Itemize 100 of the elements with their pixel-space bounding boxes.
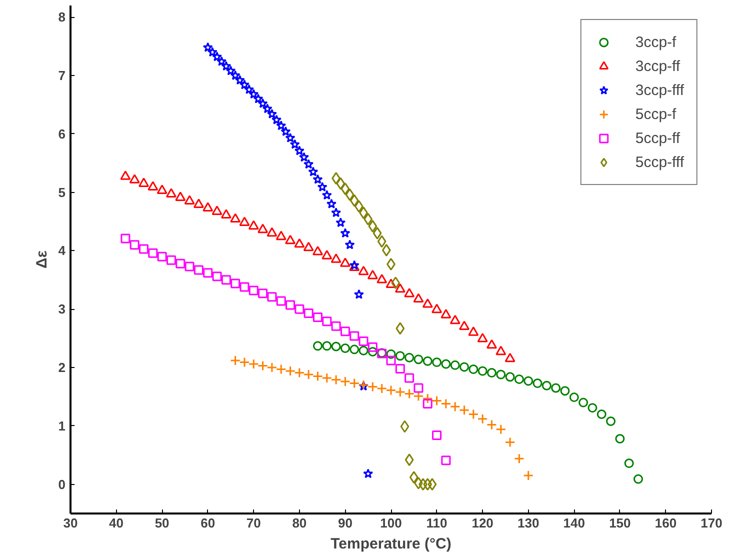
point [322,341,332,351]
point [386,385,396,396]
y-tick-label: 3 [58,302,66,317]
point [248,220,259,230]
x-tick-label: 90 [338,516,352,530]
point [303,369,314,380]
x-tick-label: 100 [380,516,402,530]
point [184,262,194,272]
point [139,244,149,254]
point [308,166,318,176]
point [542,380,552,390]
point [404,352,414,362]
point [294,146,304,156]
point [340,228,350,238]
point [166,188,176,198]
point [120,170,131,180]
point [551,383,561,393]
point [441,359,451,369]
point [230,213,241,223]
point [414,354,424,364]
point [422,298,433,308]
point [193,198,204,208]
point [459,320,470,330]
point [221,60,232,71]
point [615,434,625,444]
point [478,366,488,376]
point [413,293,424,303]
point [248,286,258,296]
x-tick-label: 40 [109,516,124,530]
point [330,254,342,263]
point [459,404,470,416]
point [409,471,418,484]
point [477,414,488,424]
point [560,386,570,396]
point [504,437,516,448]
point [207,46,218,57]
point [202,202,214,212]
point [312,312,322,322]
point [423,478,432,491]
point [428,478,437,491]
point [258,360,268,372]
point [368,347,378,356]
point [184,195,195,204]
point [272,114,282,124]
point [248,89,259,99]
point [349,378,360,389]
point [404,288,415,298]
point [312,371,323,382]
point [376,274,388,284]
point [234,74,245,85]
point [468,326,479,336]
point [376,383,388,394]
x-tick-label: 140 [563,516,585,530]
point [290,139,300,149]
point [578,398,588,408]
point [358,336,368,346]
point [468,364,478,374]
legend-label: 5ccp-f [635,106,676,122]
y-tick-label: 0 [58,476,66,492]
point [322,250,332,260]
point [404,373,414,383]
point [340,326,350,336]
point [240,282,250,292]
point [322,190,332,200]
point [294,368,305,378]
point [422,393,433,404]
point [266,227,278,237]
point [326,198,337,208]
point [317,182,328,192]
point [460,362,470,372]
point [350,344,360,354]
point [331,208,342,218]
point [130,240,140,250]
point [505,372,515,382]
point [262,104,272,114]
point [212,272,222,282]
point [440,309,452,318]
point [331,321,341,331]
point [569,392,579,402]
point [148,248,158,258]
point [440,398,452,409]
point [344,240,355,250]
point [194,265,204,275]
point [294,238,305,248]
point [422,398,432,408]
point [220,209,232,218]
x-tick-label: 30 [63,516,78,530]
point [395,351,405,361]
x-tick-label: 70 [246,516,261,530]
point [394,386,406,398]
point [514,453,524,464]
y-tick-label: 8 [58,10,66,25]
point [372,226,382,240]
point [496,346,506,356]
y-tick-label: 4 [58,243,66,258]
point [276,230,286,240]
point [432,358,442,368]
point [386,356,396,366]
y-axis-title: Δε [33,250,50,268]
legend-label: 3ccp-f [635,34,676,50]
